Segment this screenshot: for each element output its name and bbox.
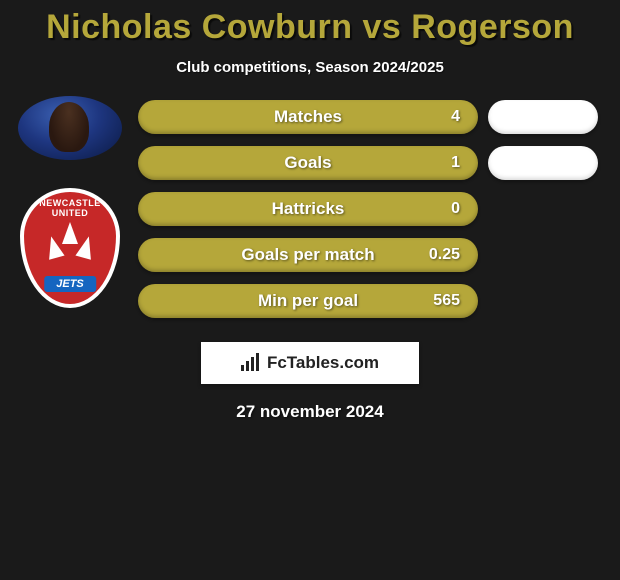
badge-bottom-text: JETS (44, 276, 96, 292)
stat-row-matches: Matches 4 (138, 100, 600, 134)
stat-pill-left: Goals per match 0.25 (138, 238, 478, 272)
stat-row-goals-per-match: Goals per match 0.25 (138, 238, 600, 272)
stat-pill-right (488, 100, 598, 134)
badge-shield: NEWCASTLE UNITED JETS (20, 188, 120, 308)
stat-pill-left: Min per goal 565 (138, 284, 478, 318)
bar-chart-icon (241, 353, 261, 373)
stat-pill-right (488, 146, 598, 180)
stat-value: 565 (433, 292, 460, 310)
stat-pill-left: Matches 4 (138, 100, 478, 134)
stat-row-min-per-goal: Min per goal 565 (138, 284, 600, 318)
date-label: 27 november 2024 (0, 402, 620, 422)
branding-text: FcTables.com (267, 353, 379, 373)
stats-column: Matches 4 Goals 1 Hattricks 0 Goals per … (138, 100, 600, 318)
club-badge: NEWCASTLE UNITED JETS (20, 188, 120, 308)
stat-value: 0 (451, 200, 460, 218)
stat-label: Matches (274, 107, 342, 127)
stat-row-goals: Goals 1 (138, 146, 600, 180)
stat-value: 1 (451, 154, 460, 172)
stat-row-hattricks: Hattricks 0 (138, 192, 600, 226)
stat-label: Hattricks (272, 199, 345, 219)
stat-value: 4 (451, 108, 460, 126)
stat-label: Goals per match (241, 245, 374, 265)
branding-box[interactable]: FcTables.com (201, 342, 419, 384)
stat-label: Goals (284, 153, 331, 173)
stat-pill-left: Hattricks 0 (138, 192, 478, 226)
badge-top-text: NEWCASTLE UNITED (24, 198, 116, 218)
page-title: Nicholas Cowburn vs Rogerson (0, 0, 620, 47)
page-subtitle: Club competitions, Season 2024/2025 (0, 59, 620, 76)
stat-label: Min per goal (258, 291, 358, 311)
stat-value: 0.25 (429, 246, 460, 264)
player-photo (18, 96, 122, 160)
stat-pill-left: Goals 1 (138, 146, 478, 180)
left-avatars-column: NEWCASTLE UNITED JETS (8, 100, 132, 308)
comparison-area: NEWCASTLE UNITED JETS Matches 4 Goals 1 (0, 100, 620, 318)
jets-icon (40, 222, 100, 262)
